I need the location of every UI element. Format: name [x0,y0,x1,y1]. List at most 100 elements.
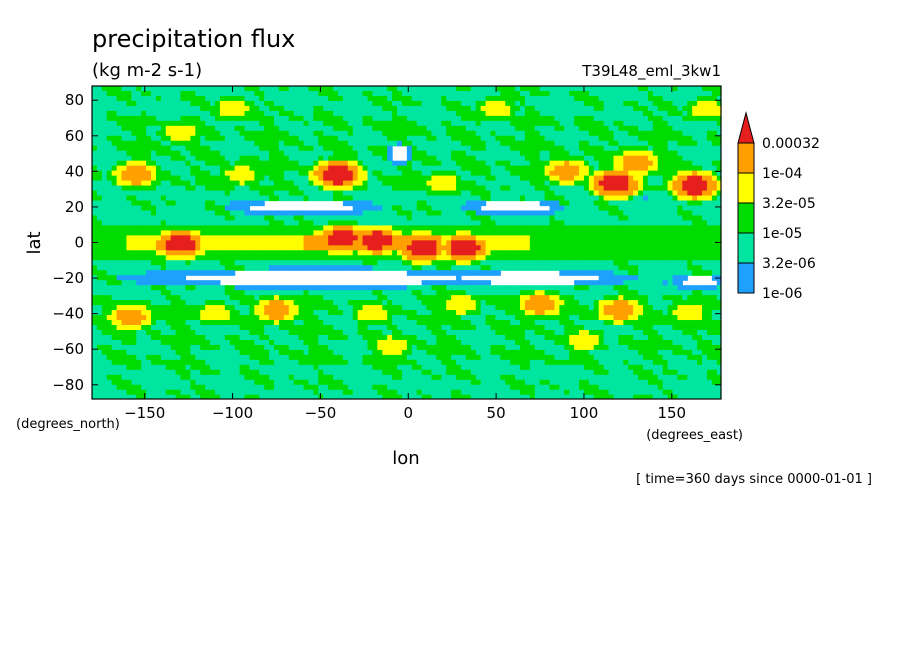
heatmap-cell [377,135,383,142]
heatmap-cell [647,90,654,97]
heatmap-cell [96,145,103,152]
heatmap-cell [101,175,108,182]
heatmap-cell [475,230,482,236]
heatmap-cell [682,190,688,197]
heatmap-cell [623,225,629,232]
heatmap-cell [249,200,255,207]
heatmap-cell [603,170,610,177]
heatmap-cell [205,205,211,212]
heatmap-cell [583,100,590,107]
heatmap-cell [544,240,551,246]
heatmap-cell [465,130,472,137]
heatmap-cell [446,285,452,291]
heatmap-cell [106,155,113,162]
heatmap-cell [618,175,624,182]
heatmap-cell [210,165,216,172]
heatmap-cell [116,190,123,197]
heatmap-cell [510,170,516,177]
heatmap-cell [569,185,575,192]
heatmap-cell [234,250,241,256]
heatmap-cell [323,105,329,112]
heatmap-cell [702,145,708,152]
heatmap-cell [436,105,442,112]
heatmap-cell [146,230,152,236]
heatmap-cell [352,260,359,266]
heatmap-cell [672,135,679,142]
heatmap-cell [687,86,693,92]
heatmap-cell [180,220,187,227]
heatmap-cell [687,150,693,157]
heatmap-cell [126,175,132,182]
heatmap-cell [510,165,516,172]
heatmap-cell [234,160,241,167]
heatmap-cell [116,86,123,92]
heatmap-cell [623,110,629,117]
heatmap-cell [146,260,152,266]
heatmap-cell [564,230,570,236]
heatmap-cell [549,165,556,172]
heatmap-cell [638,235,644,241]
heatmap-cell [534,285,541,291]
heatmap-cell [278,170,285,177]
heatmap-cell [608,260,615,266]
heatmap-cell [126,190,132,197]
heatmap-cell [662,175,669,182]
heatmap-cell [367,200,374,207]
heatmap-cell [451,150,457,157]
heatmap-cell [460,135,467,142]
heatmap-cell [667,165,674,172]
heatmap-cell [559,130,565,137]
heatmap-cell [214,125,221,132]
heatmap-cell [303,145,310,152]
heatmap-cell [667,255,674,261]
heatmap-cell [372,240,378,246]
heatmap-cell [121,225,128,232]
heatmap-cell [657,250,664,256]
heatmap-cell [406,90,413,97]
heatmap-cell [431,205,437,212]
heatmap-cell [219,230,226,236]
heatmap-cell [234,165,241,172]
heatmap-cell [288,90,295,97]
heatmap-cell [702,235,708,241]
heatmap-cell [190,255,196,261]
heatmap-cell [131,130,137,137]
heatmap-cell [638,205,644,212]
heatmap-cell [106,160,113,167]
heatmap-cell [613,245,619,251]
heatmap-cell [421,240,428,246]
heatmap-cell [692,150,698,157]
heatmap-cell [593,86,600,92]
heatmap-cell [190,230,196,236]
heatmap-cell [175,255,182,261]
heatmap-cell [382,230,388,236]
heatmap-cell [92,245,98,251]
heatmap-cell [524,185,531,192]
heatmap-cell [677,285,683,291]
heatmap-cell [633,175,639,182]
heatmap-cell [382,215,388,222]
heatmap-cell [559,170,565,177]
heatmap-cell [593,170,600,177]
heatmap-cell [490,150,496,157]
heatmap-cell [180,130,187,137]
heatmap-cell [101,245,108,251]
heatmap-cell [185,155,191,162]
heatmap-cell [224,200,231,207]
heatmap-cell [274,115,280,122]
heatmap-cell [436,235,442,241]
heatmap-cell [382,235,388,241]
heatmap-cell [328,250,334,256]
heatmap-cell [387,185,393,192]
heatmap-cell [579,190,585,197]
heatmap-cell [470,160,477,167]
heatmap-cell [520,115,526,122]
heatmap-cell [313,210,319,217]
heatmap-cell [406,285,413,291]
heatmap-cell [121,190,128,197]
heatmap-cell [249,230,255,236]
heatmap-cell [711,115,718,122]
heatmap-cell [697,145,703,152]
heatmap-cell [603,90,610,97]
heatmap-cell [426,86,433,92]
